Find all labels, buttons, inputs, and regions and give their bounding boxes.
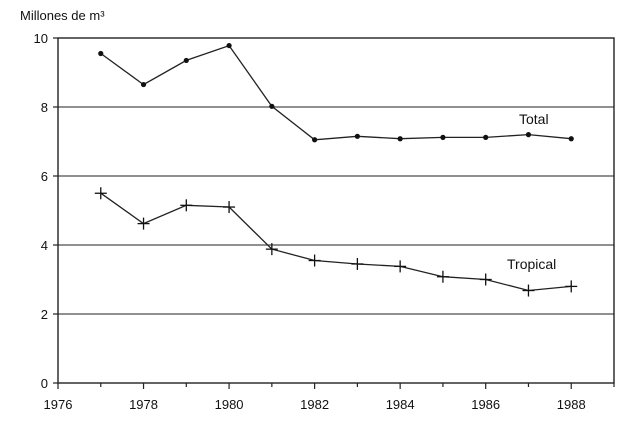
point-tropical-1983: [351, 257, 364, 270]
point-tropical-1988: [565, 280, 578, 293]
x-tick-label-1982: 1982: [300, 397, 329, 412]
point-total-1979: [183, 57, 189, 64]
point-total-1988: [568, 136, 574, 142]
x-tick-label-1988: 1988: [557, 397, 586, 412]
point-total-1977: [98, 50, 104, 57]
y-tick-label-10: 10: [34, 31, 48, 46]
point-tropical-1985: [436, 270, 449, 283]
y-tick-label-4: 4: [41, 238, 48, 253]
axes: 0 2 4 6 8 10 1976 1978 1980 1982 1984 1986 1988: [34, 31, 615, 412]
point-total-1985: [440, 134, 446, 140]
series-label-tropical: Tropical: [507, 256, 556, 272]
point-tropical-1981: [265, 243, 278, 256]
point-tropical-1982: [308, 254, 321, 267]
y-tick-label-0: 0: [41, 376, 48, 391]
point-total-1986: [483, 134, 489, 140]
y-tick-label-8: 8: [41, 100, 48, 115]
x-tick-label-1986: 1986: [471, 397, 500, 412]
point-tropical-1979: [180, 199, 193, 212]
point-total-1981: [269, 103, 275, 109]
series-line-tropical: [100, 192, 572, 292]
x-tick-label-1980: 1980: [215, 397, 244, 412]
point-tropical-1984: [394, 260, 407, 273]
point-total-1980: [226, 42, 232, 49]
point-tropical-1978: [137, 217, 150, 230]
series-label-total: Total: [519, 111, 549, 127]
point-tropical-1986: [479, 273, 492, 286]
point-total-1978: [140, 81, 147, 88]
y-tick-label-2: 2: [41, 307, 48, 322]
y-tick-label-6: 6: [41, 169, 48, 184]
point-total-1983: [354, 133, 360, 139]
point-tropical-1977: [94, 187, 107, 200]
plot-area: [57, 37, 615, 384]
point-total-1982: [312, 137, 318, 143]
series-tropical: [94, 187, 578, 297]
point-total-1984: [397, 136, 403, 142]
series-line-total: [100, 44, 572, 141]
series-layer: [94, 42, 578, 297]
point-total-1987: [525, 132, 532, 138]
x-tick-label-1984: 1984: [386, 397, 415, 412]
point-tropical-1980: [223, 201, 236, 214]
point-tropical-1987: [522, 284, 535, 297]
series-total: [98, 42, 574, 143]
gridlines: [58, 106, 614, 315]
x-tick-label-1976: 1976: [44, 397, 73, 412]
x-tick-label-1978: 1978: [129, 397, 158, 412]
y-axis-title: Millones de m³: [20, 8, 105, 23]
